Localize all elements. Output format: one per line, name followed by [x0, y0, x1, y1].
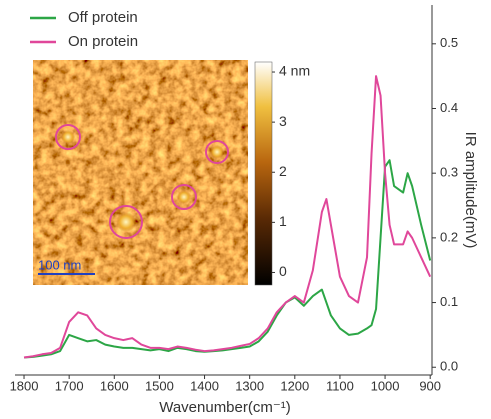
- x-tick-label: 900: [419, 378, 441, 393]
- y-tick-label: 0.5: [440, 35, 458, 50]
- y-tick-label: 0.3: [440, 165, 458, 180]
- particle-circle: [205, 140, 229, 164]
- y-tick-label: 0.0: [440, 359, 458, 374]
- particle-circle: [55, 124, 81, 150]
- y-tick-label: 0.2: [440, 229, 458, 244]
- x-axis-label: Wavenumber(cm⁻¹): [159, 399, 291, 416]
- particle: [177, 190, 191, 204]
- x-tick-label: 1400: [190, 378, 219, 393]
- particle: [61, 130, 75, 144]
- colorbar-tick-label: 2: [279, 163, 287, 179]
- particle: [210, 145, 224, 159]
- series-line: [23, 75, 432, 359]
- colorbar-tick-label: 4 nm: [279, 63, 310, 79]
- x-tick-label: 1700: [55, 378, 84, 393]
- colorbar-tick-label: 1: [279, 213, 287, 229]
- x-tick-label: 1600: [100, 378, 129, 393]
- legend-label: On protein: [68, 33, 138, 50]
- x-tick-label: 1800: [10, 378, 39, 393]
- particle-circle: [109, 205, 143, 239]
- x-tick-label: 1500: [145, 378, 174, 393]
- afm-texture: [33, 60, 248, 285]
- y-tick-label: 0.1: [440, 294, 458, 309]
- scale-bar-label: 100 nm: [38, 257, 81, 272]
- x-tick-label: 1000: [371, 378, 400, 393]
- colorbar: [254, 61, 273, 286]
- colorbar-tick-label: 3: [279, 113, 287, 129]
- particle: [116, 212, 136, 232]
- x-tick-label: 1100: [326, 378, 354, 393]
- x-tick-label: 1300: [235, 378, 264, 393]
- inset-image: 100 nm: [33, 60, 273, 286]
- y-axis-label: IR amplitude(mV): [462, 132, 479, 249]
- series-line: [23, 159, 432, 359]
- legend-label: Off protein: [68, 9, 138, 26]
- colorbar-tick-label: 0: [279, 263, 287, 279]
- x-tick-label: 1200: [280, 378, 309, 393]
- particle-circle: [171, 184, 197, 210]
- y-tick-label: 0.4: [440, 100, 458, 115]
